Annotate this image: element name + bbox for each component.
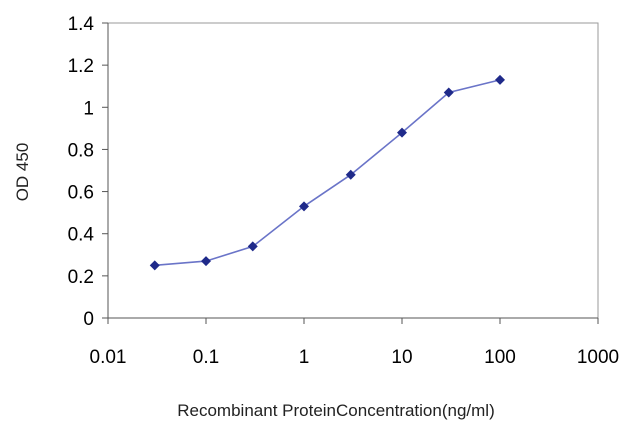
y-axis-ticks: 0 0.2 0.4 0.6 0.8 1 1.2 1.4: [68, 14, 108, 330]
x-axis-ticks: 0.01 0.1 1 10 100 1000: [90, 318, 619, 368]
y-tick-label: 0: [83, 309, 94, 330]
series-line: [154, 79, 501, 267]
y-tick-label: 0.8: [68, 140, 94, 161]
data-point-marker: [345, 169, 356, 180]
data-point-marker: [299, 201, 309, 212]
x-tick-label: 0.01: [90, 347, 127, 368]
data-point-marker: [443, 87, 454, 98]
y-tick-label: 0.4: [68, 225, 95, 246]
data-point-marker: [247, 241, 258, 252]
data-point-marker: [149, 260, 160, 271]
x-tick-label: 0.1: [193, 347, 219, 368]
x-tick-label: 1: [299, 347, 310, 368]
x-tick-label: 10: [391, 347, 412, 368]
y-tick-label: 0.2: [68, 267, 94, 288]
y-tick-label: 1.2: [68, 56, 94, 77]
y-axis-title: OD 450: [13, 143, 32, 202]
data-point-marker: [397, 127, 407, 138]
x-axis-title: Recombinant ProteinConcentration(ng/ml): [177, 401, 495, 420]
plot-frame: [107, 22, 599, 319]
series-layer: [149, 74, 505, 271]
data-point-marker: [495, 74, 505, 85]
data-point-marker: [201, 256, 211, 267]
y-tick-label: 1.4: [68, 14, 95, 35]
x-tick-label: 1000: [577, 347, 619, 368]
x-tick-label: 100: [484, 347, 516, 368]
y-tick-label: 0.6: [68, 183, 94, 204]
y-tick-label: 1: [83, 98, 94, 119]
